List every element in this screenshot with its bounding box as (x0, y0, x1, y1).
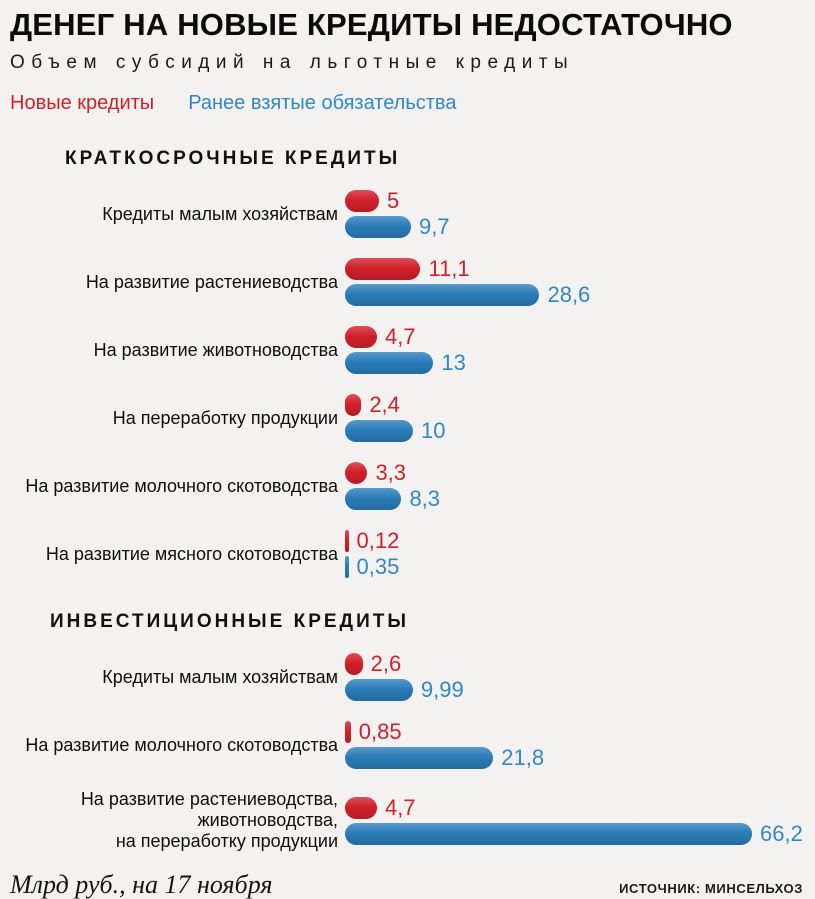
row-label: На развитие молочного скотоводства (25, 475, 338, 496)
prior-obligations-value: 21,8 (501, 745, 545, 770)
new-credits-bar (345, 326, 377, 348)
row-label: На развитие растениеводства (85, 271, 338, 292)
prior-obligations-bar (345, 679, 413, 701)
prior-obligations-value: 28,6 (547, 282, 591, 307)
prior-obligations-bar (345, 352, 434, 374)
new-credits-value: 0,12 (356, 528, 400, 553)
row-label: На переработку продукции (112, 407, 338, 428)
prior-obligations-bar (345, 747, 494, 769)
chart-title: ДЕНЕГ НА НОВЫЕ КРЕДИТЫ НЕДОСТАТОЧНО (10, 7, 733, 42)
new-credits-bar-line: 0,12 (345, 530, 805, 552)
prior-obligations-bar (345, 284, 540, 306)
row-bars: 11,1 28,6 (345, 258, 805, 306)
new-credits-bar (345, 653, 363, 675)
row-bars: 4,7 66,2 (345, 794, 805, 846)
chart-legend: Новые кредиты Ранее взятые обязательства (10, 91, 805, 115)
prior-obligations-value: 8,3 (409, 486, 441, 511)
new-credits-bar-line: 4,7 (345, 326, 805, 348)
chart-row: На развитие растениеводства, животноводс… (10, 789, 805, 852)
chart-row: На развитие молочного скотоводства 3,3 8… (10, 462, 805, 510)
prior-obligations-bar-line: 21,8 (345, 747, 805, 769)
new-credits-bar-line: 0,85 (345, 721, 805, 743)
prior-obligations-bar (345, 488, 402, 510)
new-credits-bar-line: 2,6 (345, 653, 805, 675)
prior-obligations-value: 13 (441, 350, 466, 375)
new-credits-bar (345, 462, 368, 484)
chart-footer: Млрд руб., на 17 ноября ИСТОЧНИК: МИНСЕЛ… (10, 871, 805, 899)
row-label: На развитие растениеводства, животноводс… (80, 789, 338, 851)
chart-row: На переработку продукции 2,4 10 (10, 394, 805, 442)
row-bars: 3,3 8,3 (345, 462, 805, 510)
row-label: На развитие животноводства (93, 339, 338, 360)
chart-row: На развитие молочного скотоводства 0,85 … (10, 721, 805, 769)
chart-row: Кредиты малым хозяйствам 2,6 9,99 (10, 653, 805, 701)
prior-obligations-value: 0,35 (356, 554, 400, 579)
new-credits-bar (345, 796, 377, 819)
new-credits-bar-line: 4,7 (345, 794, 805, 820)
new-credits-value: 3,3 (375, 460, 407, 485)
prior-obligations-bar (345, 556, 349, 578)
new-credits-value: 2,4 (369, 392, 400, 417)
prior-obligations-bar (345, 420, 413, 442)
new-credits-value: 5 (387, 188, 400, 213)
new-credits-value: 2,6 (370, 651, 402, 676)
chart-row: На развитие животноводства 4,7 13 (10, 326, 805, 374)
new-credits-bar (345, 721, 351, 743)
prior-obligations-bar-line: 28,6 (345, 284, 805, 306)
prior-obligations-bar (345, 822, 752, 845)
prior-obligations-value: 66,2 (760, 820, 803, 846)
prior-obligations-bar-line: 8,3 (345, 488, 805, 510)
chart-body: КРАТКОСРОЧНЫЕ КРЕДИТЫ Кредиты малым хозя… (10, 148, 805, 852)
row-label: Кредиты малым хозяйствам (102, 203, 338, 224)
chart-row: На развитие растениеводства 11,1 28,6 (10, 258, 805, 306)
new-credits-bar-line: 2,4 (345, 394, 805, 416)
row-bars: 2,6 9,99 (345, 653, 805, 701)
prior-obligations-value: 9,7 (418, 214, 450, 239)
row-bars: 0,12 0,35 (345, 530, 805, 578)
row-bars: 0,85 21,8 (345, 721, 805, 769)
chart-row: Кредиты малым хозяйствам 5 9,7 (10, 190, 805, 238)
new-credits-value: 4,7 (384, 324, 416, 349)
row-bars: 4,7 13 (345, 326, 805, 374)
units-note: Млрд руб., на 17 ноября (10, 870, 273, 899)
new-credits-bar (345, 258, 421, 280)
prior-obligations-bar (345, 216, 411, 238)
prior-obligations-bar-line: 66,2 (345, 820, 805, 846)
legend-item-new-credits: Новые кредиты (10, 92, 155, 114)
row-bars: 2,4 10 (345, 394, 805, 442)
prior-obligations-bar-line: 0,35 (345, 556, 805, 578)
new-credits-value: 4,7 (384, 794, 416, 820)
section-header: КРАТКОСРОЧНЫЕ КРЕДИТЫ (65, 148, 401, 169)
new-credits-value: 11,1 (428, 256, 470, 281)
prior-obligations-bar-line: 10 (345, 420, 805, 442)
prior-obligations-value: 9,99 (420, 677, 464, 702)
row-label: На развитие мясного скотоводства (45, 543, 338, 564)
new-credits-bar (345, 530, 349, 552)
new-credits-bar-line: 5 (345, 190, 805, 212)
row-label: Кредиты малым хозяйствам (102, 666, 338, 687)
new-credits-bar (345, 394, 362, 416)
chart-subtitle: Объем субсидий на льготные кредиты (10, 52, 575, 73)
prior-obligations-value: 10 (421, 418, 446, 443)
prior-obligations-bar-line: 13 (345, 352, 805, 374)
legend-item-prior-obligations: Ранее взятые обязательства (188, 92, 457, 114)
chart-row: На развитие мясного скотоводства 0,12 0,… (10, 530, 805, 578)
new-credits-bar-line: 11,1 (345, 258, 805, 280)
section-header: ИНВЕСТИЦИОННЫЕ КРЕДИТЫ (50, 611, 409, 632)
row-bars: 5 9,7 (345, 190, 805, 238)
row-label: На развитие молочного скотоводства (25, 734, 338, 755)
prior-obligations-bar-line: 9,7 (345, 216, 805, 238)
prior-obligations-bar-line: 9,99 (345, 679, 805, 701)
new-credits-value: 0,85 (358, 719, 402, 744)
new-credits-bar-line: 3,3 (345, 462, 805, 484)
new-credits-bar (345, 190, 379, 212)
